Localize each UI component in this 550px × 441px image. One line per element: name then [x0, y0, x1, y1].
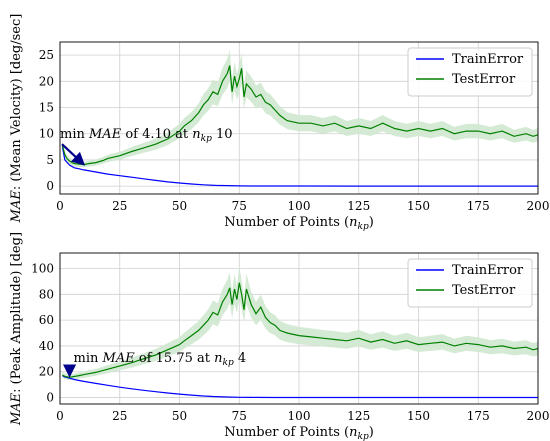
panel-1-legend-label-trainerror: TrainError	[452, 52, 524, 67]
panel-2-legend-label-testerror: TestError	[452, 283, 516, 298]
panel-2-ytick-label: 100	[31, 261, 54, 275]
panel-1-ytick-label: 10	[39, 127, 54, 141]
panel-2-test-band	[62, 266, 539, 381]
panel-1-xtick-label: 200	[527, 199, 550, 213]
panel-2-y-axis-label: MAE: (Peak Amplitude) [deg]	[9, 232, 24, 426]
panel-2-ytick-label: 60	[39, 313, 54, 327]
panel-2-xtick-label: 50	[172, 409, 187, 423]
panel-1-legend-box	[407, 47, 533, 97]
panel-1-xtick-label: 50	[172, 199, 187, 213]
panel-1-ytick-label: 25	[39, 48, 54, 62]
panel-1: 0 25 50 75 100 125 150 175 200 0 5 10 15 20 25 min MAE …	[9, 14, 549, 232]
panel-2-xtick-label: 175	[467, 409, 490, 423]
panel-1-xtick-label: 125	[347, 199, 370, 213]
panel-2-ytick-label: 20	[39, 365, 54, 379]
panel-2-xtick-label: 200	[527, 409, 550, 423]
panel-2-ytick-label: 0	[46, 391, 54, 405]
panel-1-x-axis-label: Number of Points (nkp​)	[224, 215, 374, 232]
panel-1-legend-label-testerror: TestError	[452, 72, 516, 87]
panel-1-xtick-label: 150	[407, 199, 430, 213]
panel-1-trainerror-line	[61, 146, 538, 187]
panel-1-xtick-label: 175	[467, 199, 490, 213]
panel-1-xtick-label: 0	[56, 199, 64, 213]
panel-1-annotation-text: min MAE of 4.10 at nkp​ 10	[60, 127, 233, 144]
panel-1-ytick-label: 5	[46, 153, 54, 167]
panel-1-xtick-label: 75	[232, 199, 247, 213]
panel-2-trainerror-line	[62, 375, 538, 399]
panel-1-test-band	[62, 49, 539, 168]
panel-1-ytick-label: 20	[39, 74, 54, 88]
panel-2-x-axis-label: Number of Points (nkp​)	[224, 425, 374, 441]
panel-2-xtick-label: 25	[112, 409, 127, 423]
panel-2: 0 25 50 75 100 125 150 175 200 0 20 40 60 80 100 min MA…	[9, 232, 549, 441]
panel-2-legend-label-trainerror: TrainError	[452, 263, 524, 278]
panel-2-xtick-label: 150	[407, 409, 430, 423]
panel-1-annotation-arrow	[61, 143, 86, 166]
panel-2-xtick-label: 75	[232, 409, 247, 423]
panel-1-ytick-label: 15	[39, 101, 54, 115]
panel-2-testerror-line	[62, 282, 539, 378]
panel-1-ytick-label: 0	[46, 179, 54, 193]
panel-2-ytick-label: 40	[39, 339, 54, 353]
panel-2-frame	[59, 252, 539, 405]
panel-2-xtick-label: 0	[56, 409, 64, 423]
panel-2-ytick-label: 80	[39, 287, 54, 301]
panel-1-testerror-line	[61, 65, 539, 166]
panel-1-xtick-label: 100	[288, 199, 311, 213]
panel-2-legend-box	[407, 258, 533, 308]
panel-1-xtick-label: 25	[112, 199, 127, 213]
panel-2-annotation-text: min MAE of 15.75 at nkp​ 4	[74, 351, 247, 368]
panel-1-frame	[59, 41, 539, 195]
panel-1-y-axis-label: MAE: (Mean Velocity) [deg/sec]	[9, 14, 24, 224]
panel-2-xtick-label: 100	[288, 409, 311, 423]
panel-2-xtick-label: 125	[347, 409, 370, 423]
